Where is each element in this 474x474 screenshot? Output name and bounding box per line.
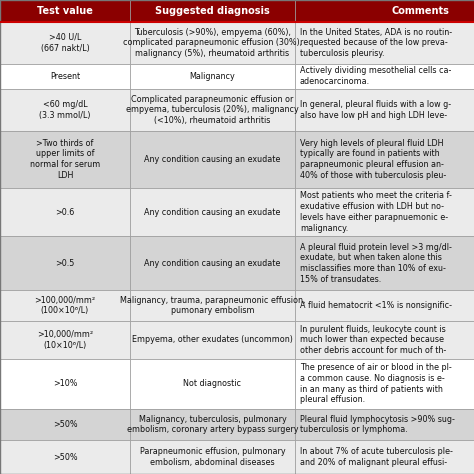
Text: Malignancy, trauma, parapneumonic effusion,
pumonary embolism: Malignancy, trauma, parapneumonic effusi… [120,296,305,315]
Bar [0,236,130,291]
Text: The presence of air or blood in the pl-
a common cause. No diagnosis is e-
in an: The presence of air or blood in the pl- … [300,363,452,404]
Text: In about 7% of acute tuberculosis ple-
and 20% of malignant pleural effusi-: In about 7% of acute tuberculosis ple- a… [300,447,453,467]
Text: In the United States, ADA is no routin-
requested because of the low preva-
tube: In the United States, ADA is no routin- … [300,27,452,58]
Bar [130,89,295,131]
Bar [130,359,295,409]
Bar [130,22,295,64]
Bar [0,359,130,409]
Text: Actively dividing mesothelial cells ca-
adenocarcinoma.: Actively dividing mesothelial cells ca- … [300,66,451,86]
Bar [295,291,474,321]
Bar [130,291,295,321]
Bar [295,64,474,89]
Bar [295,409,474,440]
Text: Very high levels of pleural fluid LDH
typically are found in patients with
parap: Very high levels of pleural fluid LDH ty… [300,139,446,180]
Text: >10%: >10% [53,379,77,388]
Bar [0,440,130,474]
Bar [0,321,130,359]
Bar [295,0,474,22]
Bar [130,321,295,359]
Text: Not diagnostic: Not diagnostic [183,379,241,388]
Text: Most patients who meet the criteria f-
exudative effusion with LDH but no-
level: Most patients who meet the criteria f- e… [300,191,452,233]
Bar [130,131,295,188]
Text: Complicated parapneumonic effusion or
empyema, tuberculosis (20%), malignancy
(<: Complicated parapneumonic effusion or em… [126,95,299,125]
Bar [0,188,130,236]
Bar [295,440,474,474]
Bar [130,236,295,291]
Bar [0,291,130,321]
Text: Pleural fluid lymphocytosis >90% sug-
tuberculosis or lymphoma.: Pleural fluid lymphocytosis >90% sug- tu… [300,415,455,434]
Text: >Two thirds of
upper limits of
normal for serum
LDH: >Two thirds of upper limits of normal fo… [30,139,100,180]
Text: >0.6: >0.6 [55,208,74,217]
Bar [295,236,474,291]
Text: Malignancy: Malignancy [190,72,236,81]
Text: Tuberculosis (>90%), empyema (60%),
complicated parapneumonic effusion (30%),
ma: Tuberculosis (>90%), empyema (60%), comp… [123,27,302,58]
Text: Suggested diagnosis: Suggested diagnosis [155,6,270,16]
Bar [0,89,130,131]
Text: In purulent fluids, leukocyte count is
much lower than expected because
other de: In purulent fluids, leukocyte count is m… [300,325,446,355]
Text: Test value: Test value [37,6,93,16]
Bar [295,359,474,409]
Text: Comments: Comments [391,6,449,16]
Bar [130,440,295,474]
Bar [0,64,130,89]
Text: Malignancy, tuberculosis, pulmonary
embolism, coronary artery bypass surgery: Malignancy, tuberculosis, pulmonary embo… [127,415,298,434]
Bar [0,131,130,188]
Text: >50%: >50% [53,453,77,462]
Bar [0,22,130,64]
Bar [130,409,295,440]
Text: A pleural fluid protein level >3 mg/dl-
exudate, but when taken alone this
miscl: A pleural fluid protein level >3 mg/dl- … [300,243,452,284]
Bar [130,0,295,22]
Bar [295,131,474,188]
Text: >0.5: >0.5 [55,259,75,268]
Text: Any condition causing an exudate: Any condition causing an exudate [144,155,281,164]
Bar [130,64,295,89]
Bar [295,89,474,131]
Text: <60 mg/dL
(3.3 mmol/L): <60 mg/dL (3.3 mmol/L) [39,100,91,120]
Text: In general, pleural fluids with a low g-
also have low pH and high LDH leve-: In general, pleural fluids with a low g-… [300,100,451,120]
Bar [295,321,474,359]
Bar [295,22,474,64]
Text: Any condition causing an exudate: Any condition causing an exudate [144,208,281,217]
Text: Parapneumonic effusion, pulmonary
embolism, abdominal diseases: Parapneumonic effusion, pulmonary emboli… [140,447,285,467]
Text: >100,000/mm²
(100×10⁶/L): >100,000/mm² (100×10⁶/L) [35,296,96,315]
Bar [0,0,130,22]
Bar [130,188,295,236]
Text: >40 U/L
(667 nakt/L): >40 U/L (667 nakt/L) [41,33,90,53]
Bar [295,188,474,236]
Text: Present: Present [50,72,80,81]
Bar [0,409,130,440]
Text: Any condition causing an exudate: Any condition causing an exudate [144,259,281,268]
Text: >10,000/mm²
(10×10⁶/L): >10,000/mm² (10×10⁶/L) [37,330,93,350]
Text: Empyema, other exudates (uncommon): Empyema, other exudates (uncommon) [132,335,293,344]
Text: >50%: >50% [53,420,77,429]
Text: A fluid hematocrit <1% is nonsignific-: A fluid hematocrit <1% is nonsignific- [300,301,452,310]
